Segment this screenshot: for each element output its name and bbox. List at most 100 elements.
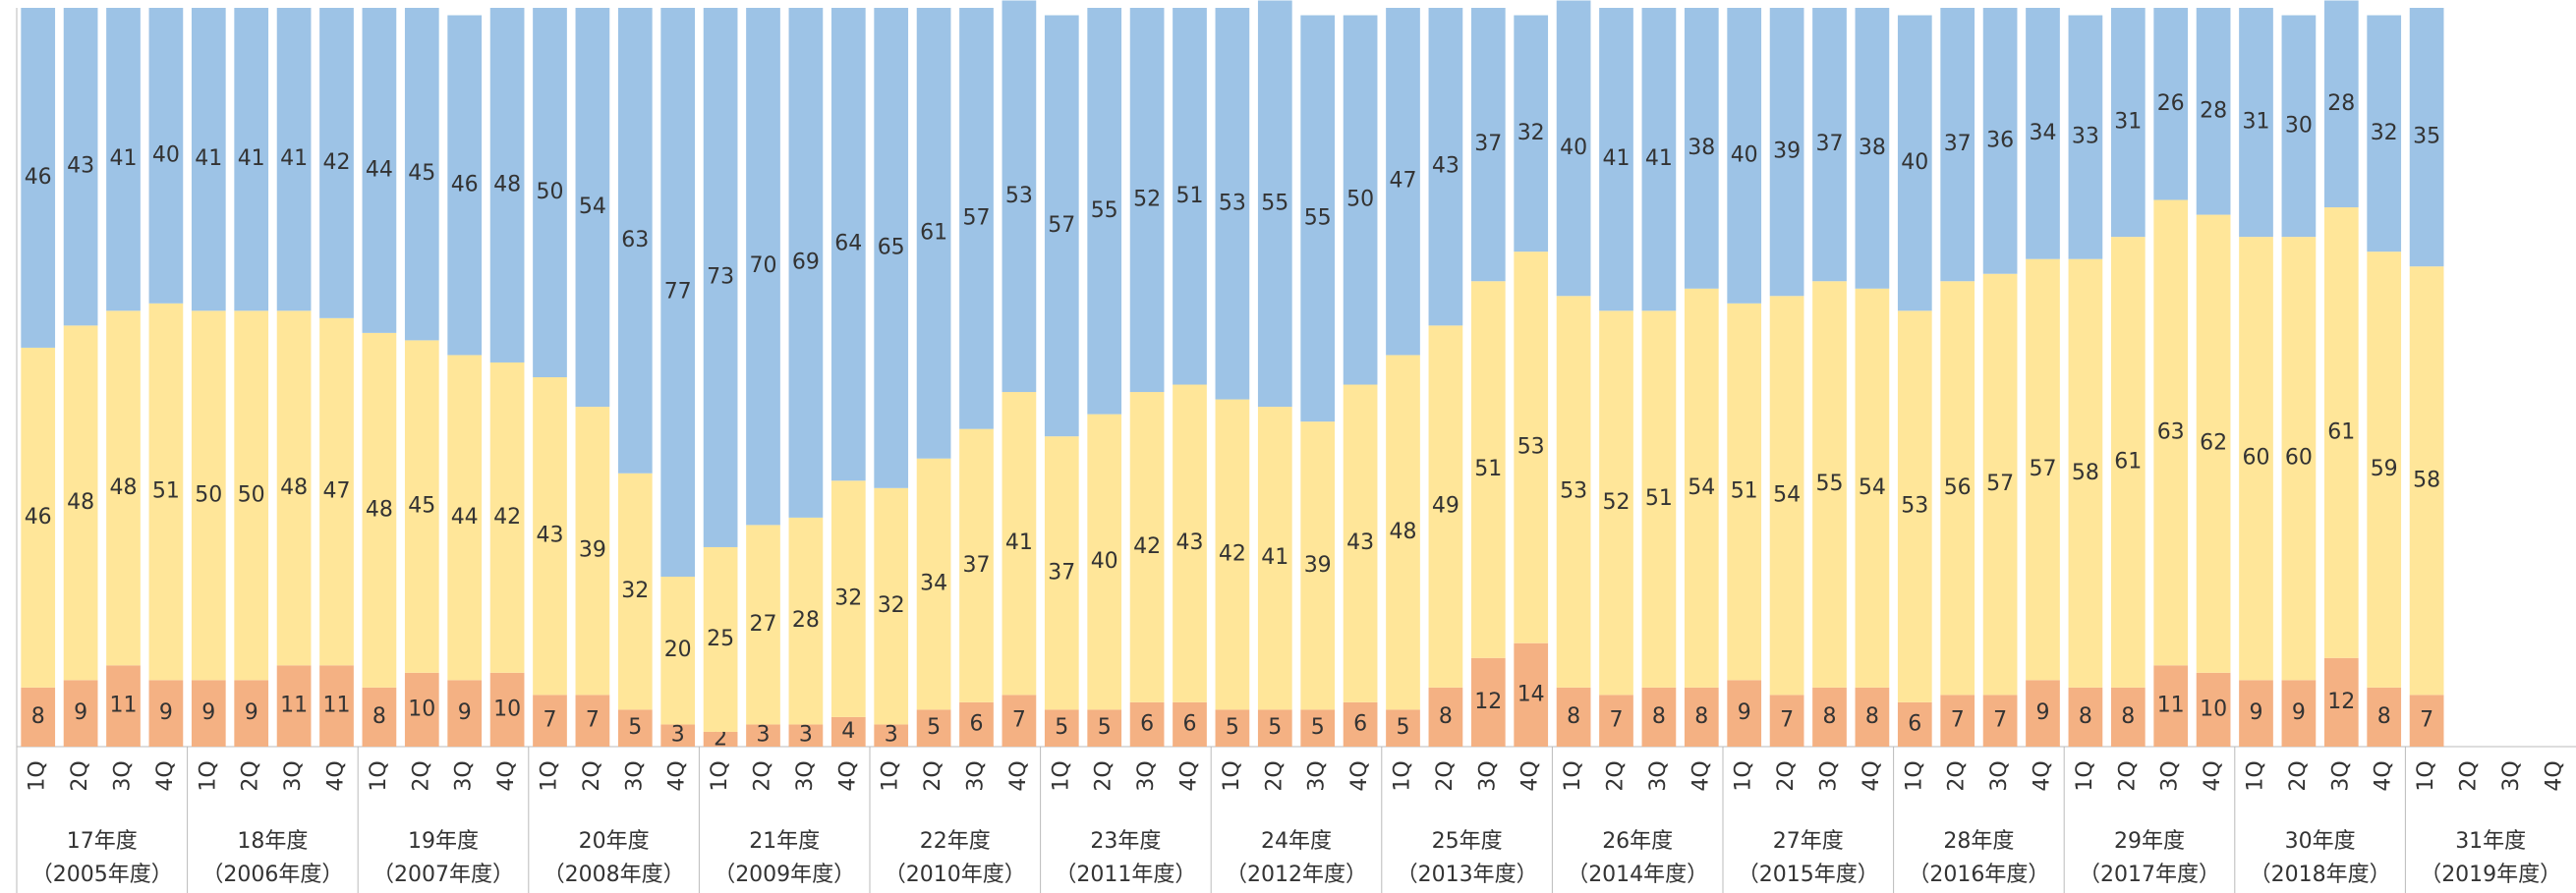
bar-segment	[2367, 251, 2402, 688]
value-label: 61	[2114, 449, 2142, 474]
value-label: 61	[920, 220, 947, 245]
bar-segment	[1556, 296, 1591, 688]
value-label: 3	[757, 723, 771, 748]
bar-segment	[2409, 266, 2444, 696]
x-tick-label: 4Q	[1518, 760, 1543, 791]
bar-segment	[2068, 15, 2103, 259]
x-tick-label: 3Q	[622, 760, 647, 791]
bar-segment	[1087, 414, 1122, 710]
x-tick-label: 2Q	[1774, 760, 1799, 791]
bar-segment	[617, 709, 653, 747]
bar-segment	[1769, 695, 1804, 747]
x-tick-label: 1Q	[1220, 760, 1244, 791]
value-label: 42	[1219, 541, 1246, 566]
bar-segment	[404, 672, 439, 747]
bar-segment	[2110, 237, 2146, 688]
x-tick-label: 3Q	[1475, 760, 1500, 791]
bar-segment	[788, 724, 824, 747]
group-sublabel: （2018年度）	[2250, 863, 2391, 887]
x-tick-label: 1Q	[2073, 760, 2097, 791]
group-sublabel: （2013年度）	[1397, 863, 1538, 887]
value-label: 7	[1993, 708, 2007, 733]
value-label: 44	[366, 157, 393, 182]
bar-segment	[2323, 207, 2359, 658]
x-tick-label: 1Q	[367, 760, 391, 791]
x-tick-label: 3Q	[1305, 760, 1330, 791]
group-label: 23年度	[1090, 829, 1161, 854]
bar-segment	[1599, 310, 1633, 696]
bar-segment	[2323, 657, 2359, 747]
value-label: 5	[1311, 715, 1325, 740]
bar-segment	[2239, 8, 2273, 238]
x-tick-label: 2Q	[409, 760, 433, 791]
value-label: 55	[1261, 191, 1288, 215]
x-tick-label: 2Q	[580, 760, 604, 791]
bar-segment	[2239, 680, 2273, 747]
bar-segment	[1684, 8, 1719, 289]
x-tick-label: 4Q	[665, 760, 690, 791]
value-label: 37	[1048, 560, 1075, 585]
bar-segment	[2409, 695, 2444, 747]
value-label: 37	[1816, 132, 1844, 156]
value-label: 8	[1865, 704, 1879, 729]
bar-segment	[746, 724, 780, 747]
value-label: 58	[2413, 468, 2440, 492]
value-label: 39	[1773, 140, 1801, 164]
bar-segment	[276, 8, 312, 311]
bar-segment	[1940, 281, 1975, 696]
group-sublabel: （2007年度）	[372, 863, 514, 887]
x-tick-label: 3Q	[2328, 760, 2353, 791]
value-label: 54	[1773, 482, 1801, 507]
value-label: 52	[1603, 490, 1631, 515]
x-tick-label: 4Q	[1006, 760, 1031, 791]
bar-segment	[874, 487, 909, 725]
bar-segment	[1641, 310, 1677, 688]
value-label: 39	[1304, 553, 1332, 578]
bar-segment	[276, 665, 312, 747]
value-label: 9	[201, 700, 215, 725]
value-label: 8	[1652, 704, 1666, 729]
group-label: 18年度	[237, 829, 308, 854]
value-label: 40	[1731, 142, 1758, 167]
bar-segment	[1257, 407, 1292, 710]
bar-segment	[1470, 8, 1506, 282]
bar-segment	[1769, 296, 1804, 696]
bar-segment	[234, 8, 269, 311]
value-label: 11	[323, 694, 351, 718]
value-label: 54	[579, 195, 606, 219]
bar-segment	[2409, 8, 2444, 267]
bar-segment	[1386, 355, 1420, 710]
value-label: 12	[2327, 690, 2355, 714]
bar-segment	[1599, 8, 1633, 311]
bar-segment	[959, 428, 994, 702]
value-label: 48	[280, 475, 308, 500]
bar-segment	[2323, 0, 2359, 208]
value-label: 11	[280, 694, 308, 718]
bar-segment	[2281, 237, 2317, 681]
bar-segment	[447, 15, 483, 356]
value-label: 64	[834, 232, 862, 256]
bar-segment	[1002, 392, 1037, 696]
bar-segment	[2110, 687, 2146, 747]
bar-segment	[447, 355, 483, 681]
x-tick-label: 2Q	[1262, 760, 1287, 791]
x-tick-label: 1Q	[1732, 760, 1756, 791]
value-label: 28	[2327, 91, 2355, 116]
value-label: 43	[1432, 154, 1460, 179]
bar-segment	[1343, 384, 1378, 702]
bar-segment	[362, 8, 397, 333]
x-tick-label: 4Q	[835, 760, 860, 791]
bar-segment	[1556, 687, 1591, 747]
bar-segment	[1300, 709, 1336, 747]
value-label: 45	[408, 494, 435, 519]
value-label: 20	[664, 638, 692, 662]
value-label: 2	[714, 726, 727, 751]
bar-segment	[21, 347, 56, 688]
bar-segment	[1812, 687, 1847, 747]
bar-segment	[2026, 8, 2060, 259]
x-tick-label: 3Q	[793, 760, 818, 791]
bar-segment	[106, 665, 141, 747]
bar-segment	[1129, 701, 1165, 747]
bar-segment	[106, 310, 141, 666]
